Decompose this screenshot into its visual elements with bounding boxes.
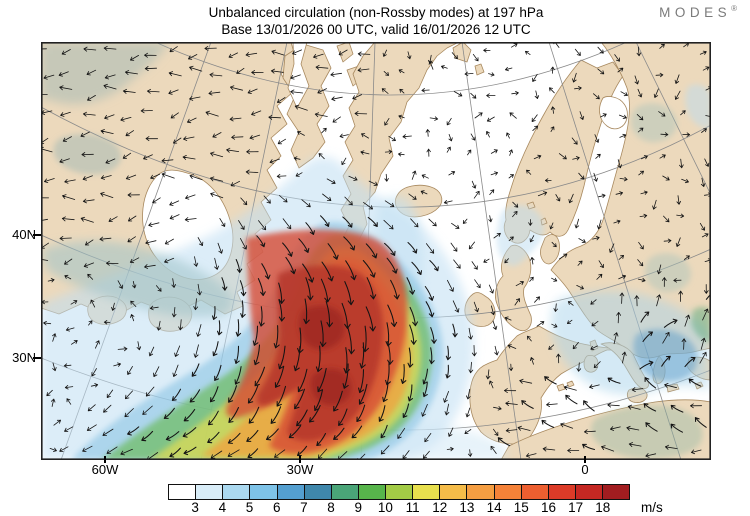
title-line-2: Base 13/01/2026 00 UTC, valid 16/01/2026… xyxy=(221,21,531,37)
colorbar-tick-label: 14 xyxy=(486,500,502,515)
lon-tick-mark xyxy=(104,456,106,463)
wind-vector-arrows xyxy=(41,42,711,460)
white-sea xyxy=(599,95,628,130)
colorbar-cell xyxy=(494,485,522,499)
colorbar-tick-label: 15 xyxy=(513,500,529,515)
lat-tick-mark xyxy=(33,234,41,236)
colorbar-cell xyxy=(521,485,549,499)
lon-tick-label: 60W xyxy=(91,462,119,477)
colorbar-cell xyxy=(223,485,251,499)
land-denmark xyxy=(540,234,560,265)
lat-tick-mark xyxy=(33,357,41,359)
map-svg xyxy=(41,42,712,460)
colorbar-cell xyxy=(467,485,495,499)
colorbar-tick-label: 5 xyxy=(245,500,254,515)
title-line-1: Unbalanced circulation (non-Rossby modes… xyxy=(208,5,544,20)
colorbar-tick-label: 7 xyxy=(300,500,308,515)
colorbar-cell xyxy=(575,485,603,499)
colorbar-cell xyxy=(413,485,441,499)
colorbar-cell xyxy=(548,485,576,499)
map-frame xyxy=(41,42,712,460)
colorbar xyxy=(168,484,630,500)
lat-tick-label: 30N xyxy=(12,350,36,365)
modes-logo: MODES® xyxy=(659,4,737,20)
colorbar-cell xyxy=(304,485,332,499)
colorbar-cell xyxy=(358,485,386,499)
speed-field xyxy=(41,42,711,460)
plot-title: Unbalanced circulation (non-Rossby modes… xyxy=(41,5,711,38)
colorbar-tick-label: 12 xyxy=(432,500,448,515)
lon-tick-mark xyxy=(584,456,586,463)
colorbar-tick-label: 13 xyxy=(459,500,475,515)
colorbar-ticklabels: 3 4 5 6 7 8 9 10 11 12 13 14 15 16 17 18 xyxy=(168,500,630,516)
colorbar-cell xyxy=(331,485,359,499)
colorbar-tick-label: 8 xyxy=(327,500,335,515)
colorbar-tick-label: 11 xyxy=(405,500,420,515)
map-canvas xyxy=(41,42,712,460)
lat-tick-label: 40N xyxy=(12,227,36,242)
colorbar-tick-label: 6 xyxy=(272,500,281,515)
land-uk xyxy=(495,244,532,332)
colorbar-cell xyxy=(277,485,305,499)
colorbar-tick-label: 18 xyxy=(595,500,611,515)
colorbar-units: m/s xyxy=(641,500,663,515)
lon-tick-label: 30W xyxy=(286,462,314,477)
colorbar-cell xyxy=(440,485,468,499)
colorbar-cell xyxy=(169,485,197,499)
colorbar-tick-label: 4 xyxy=(218,500,227,515)
colorbar-tick-label: 3 xyxy=(191,500,199,515)
colorbar-tick-label: 17 xyxy=(568,500,584,515)
colorbar-tick-label: 10 xyxy=(377,500,393,515)
colorbar-cell xyxy=(386,485,414,499)
colorbar-tick-label: 16 xyxy=(540,500,556,515)
colorbar-cells xyxy=(169,485,630,499)
lon-tick-label: 0 xyxy=(581,462,589,477)
registered-mark: ® xyxy=(731,4,737,13)
colorbar-cell xyxy=(250,485,278,499)
colorbar-tick-label: 9 xyxy=(354,500,362,515)
lon-tick-mark xyxy=(299,456,301,463)
colorbar-cell xyxy=(603,485,630,499)
colorbar-cell xyxy=(196,485,224,499)
